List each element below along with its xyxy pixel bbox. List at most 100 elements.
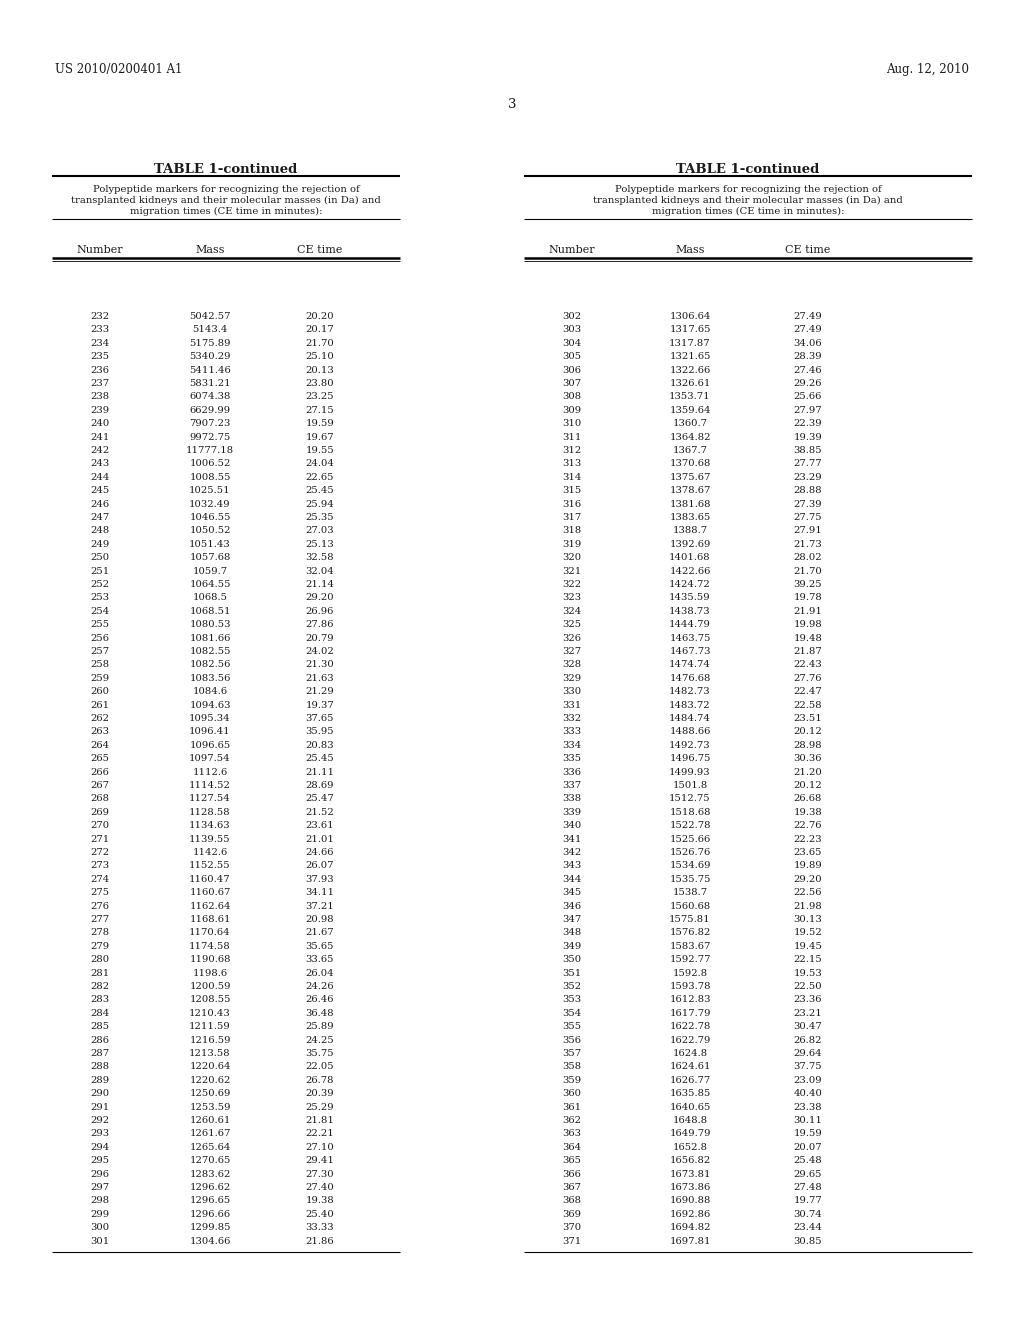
Text: 318: 318 [562, 527, 582, 536]
Text: 1270.65: 1270.65 [189, 1156, 230, 1166]
Text: 20.39: 20.39 [306, 1089, 334, 1098]
Text: 1160.67: 1160.67 [189, 888, 230, 898]
Text: 335: 335 [562, 754, 582, 763]
Text: 1378.67: 1378.67 [670, 486, 711, 495]
Text: 11777.18: 11777.18 [186, 446, 234, 455]
Text: 20.07: 20.07 [794, 1143, 822, 1152]
Text: 1051.43: 1051.43 [189, 540, 230, 549]
Text: 1032.49: 1032.49 [189, 499, 230, 508]
Text: 1522.78: 1522.78 [670, 821, 711, 830]
Text: 1360.7: 1360.7 [673, 420, 708, 428]
Text: 319: 319 [562, 540, 582, 549]
Text: 340: 340 [562, 821, 582, 830]
Text: 21.70: 21.70 [305, 339, 335, 347]
Text: 294: 294 [90, 1143, 110, 1152]
Text: 366: 366 [562, 1170, 582, 1179]
Text: 27.97: 27.97 [794, 405, 822, 414]
Text: 35.65: 35.65 [306, 941, 334, 950]
Text: 1081.66: 1081.66 [189, 634, 230, 643]
Text: 313: 313 [562, 459, 582, 469]
Text: 1364.82: 1364.82 [670, 433, 711, 442]
Text: 273: 273 [90, 862, 110, 870]
Text: 26.68: 26.68 [794, 795, 822, 804]
Text: 252: 252 [90, 579, 110, 589]
Text: 37.93: 37.93 [306, 875, 334, 884]
Text: 354: 354 [562, 1008, 582, 1018]
Text: 19.67: 19.67 [306, 433, 334, 442]
Text: 29.26: 29.26 [794, 379, 822, 388]
Text: 264: 264 [90, 741, 110, 750]
Text: 33.33: 33.33 [306, 1224, 334, 1232]
Text: 1367.7: 1367.7 [673, 446, 708, 455]
Text: 1216.59: 1216.59 [189, 1036, 230, 1044]
Text: 5042.57: 5042.57 [189, 312, 230, 321]
Text: 1114.52: 1114.52 [189, 781, 231, 789]
Text: 19.59: 19.59 [305, 420, 335, 428]
Text: 27.49: 27.49 [794, 326, 822, 334]
Text: 337: 337 [562, 781, 582, 789]
Text: 1576.82: 1576.82 [670, 928, 711, 937]
Text: 262: 262 [90, 714, 110, 723]
Text: 26.78: 26.78 [306, 1076, 334, 1085]
Text: 334: 334 [562, 741, 582, 750]
Text: 29.20: 29.20 [306, 594, 334, 602]
Text: 27.15: 27.15 [305, 405, 335, 414]
Text: 1208.55: 1208.55 [189, 995, 230, 1005]
Text: 311: 311 [562, 433, 582, 442]
Text: 1467.73: 1467.73 [670, 647, 711, 656]
Text: CE time: CE time [297, 246, 343, 255]
Text: 1094.63: 1094.63 [189, 701, 230, 710]
Text: 271: 271 [90, 834, 110, 843]
Text: 1383.65: 1383.65 [670, 513, 711, 521]
Text: 1142.6: 1142.6 [193, 847, 227, 857]
Text: 316: 316 [562, 499, 582, 508]
Text: 24.25: 24.25 [305, 1036, 335, 1044]
Text: 23.65: 23.65 [794, 847, 822, 857]
Text: 1692.86: 1692.86 [670, 1210, 711, 1218]
Text: 23.29: 23.29 [794, 473, 822, 482]
Text: 1096.65: 1096.65 [189, 741, 230, 750]
Text: 20.20: 20.20 [306, 312, 334, 321]
Text: 22.39: 22.39 [794, 420, 822, 428]
Text: 1496.75: 1496.75 [670, 754, 711, 763]
Text: 30.74: 30.74 [794, 1210, 822, 1218]
Text: 1617.79: 1617.79 [670, 1008, 711, 1018]
Text: 343: 343 [562, 862, 582, 870]
Text: 21.81: 21.81 [305, 1115, 335, 1125]
Text: 19.48: 19.48 [794, 634, 822, 643]
Text: 1593.78: 1593.78 [670, 982, 711, 991]
Text: 341: 341 [562, 834, 582, 843]
Text: 305: 305 [562, 352, 582, 362]
Text: 25.94: 25.94 [305, 499, 335, 508]
Text: 329: 329 [562, 673, 582, 682]
Text: Polypeptide markers for recognizing the rejection of: Polypeptide markers for recognizing the … [614, 185, 882, 194]
Text: 1652.8: 1652.8 [673, 1143, 708, 1152]
Text: 1526.76: 1526.76 [670, 847, 711, 857]
Text: 1304.66: 1304.66 [189, 1237, 230, 1246]
Text: 1583.67: 1583.67 [670, 941, 711, 950]
Text: 263: 263 [90, 727, 110, 737]
Text: 1112.6: 1112.6 [193, 768, 227, 776]
Text: 28.98: 28.98 [794, 741, 822, 750]
Text: 26.07: 26.07 [306, 862, 334, 870]
Text: 350: 350 [562, 956, 582, 964]
Text: 20.98: 20.98 [306, 915, 334, 924]
Text: 1190.68: 1190.68 [189, 956, 230, 964]
Text: 3: 3 [508, 98, 516, 111]
Text: 33.65: 33.65 [306, 956, 334, 964]
Text: 365: 365 [562, 1156, 582, 1166]
Text: 1488.66: 1488.66 [670, 727, 711, 737]
Text: 26.82: 26.82 [794, 1036, 822, 1044]
Text: 344: 344 [562, 875, 582, 884]
Text: 351: 351 [562, 969, 582, 978]
Text: 1170.64: 1170.64 [189, 928, 230, 937]
Text: 5175.89: 5175.89 [189, 339, 230, 347]
Text: 22.05: 22.05 [306, 1063, 334, 1072]
Text: 360: 360 [562, 1089, 582, 1098]
Text: 1096.41: 1096.41 [189, 727, 230, 737]
Text: 1317.87: 1317.87 [670, 339, 711, 347]
Text: 281: 281 [90, 969, 110, 978]
Text: 22.58: 22.58 [794, 701, 822, 710]
Text: 20.83: 20.83 [306, 741, 334, 750]
Text: 25.66: 25.66 [794, 392, 822, 401]
